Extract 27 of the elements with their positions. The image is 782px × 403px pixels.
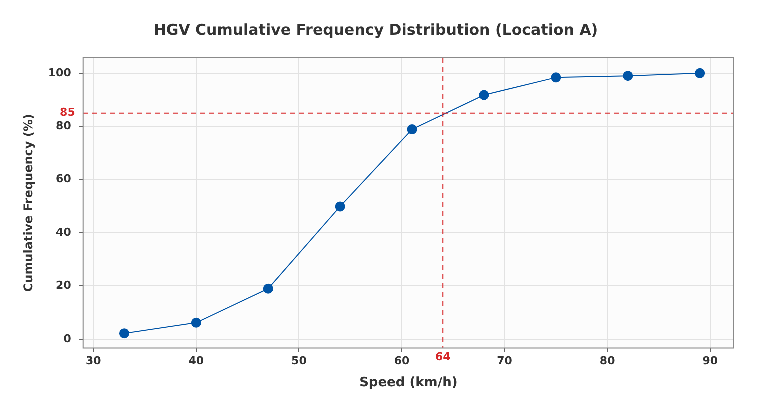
x-axis-title: Speed (km/h): [360, 376, 458, 391]
x-tick-label: 70: [497, 354, 513, 368]
point: [695, 68, 706, 78]
y-tick-label: 100: [48, 66, 72, 80]
x-tick-label: 30: [86, 354, 102, 368]
point: [335, 202, 346, 212]
y-tick-label: 20: [56, 279, 72, 292]
y-tick-label: 0: [64, 332, 72, 346]
x-tick-label: 80: [600, 354, 616, 368]
x-tick-label: 90: [702, 354, 718, 368]
y-tick-label: 60: [56, 172, 72, 186]
y-axis-title: Cumulative Frequency (%): [21, 114, 36, 292]
point: [191, 318, 202, 328]
x-tick-label: 40: [188, 354, 204, 368]
point: [551, 72, 562, 83]
chart-title: HGV Cumulative Frequency Distribution (Location A): [154, 20, 598, 39]
x-tick-label: 60: [394, 354, 410, 368]
y-tick-label: 80: [56, 119, 72, 132]
ref-line-label: 85: [60, 106, 76, 120]
ref-line-label: 64: [435, 350, 452, 364]
point: [119, 328, 130, 339]
point: [623, 71, 634, 82]
point: [407, 124, 418, 135]
x-tick-label: 50: [292, 354, 308, 368]
point: [263, 284, 274, 294]
y-tick-label: 40: [56, 226, 72, 239]
point: [479, 90, 490, 100]
